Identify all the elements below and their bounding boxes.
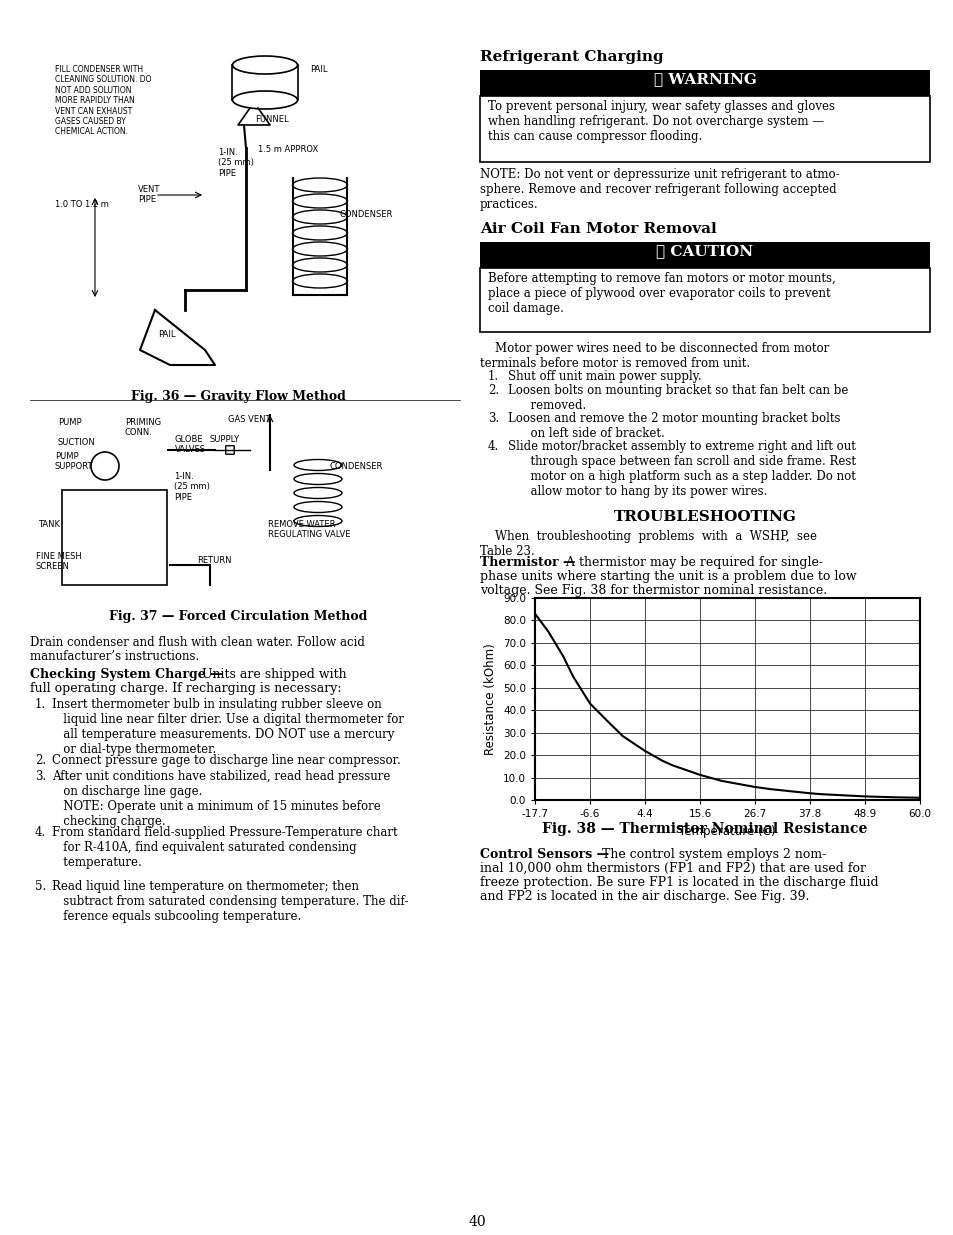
Text: freeze protection. Be sure FP1 is located in the discharge fluid: freeze protection. Be sure FP1 is locate… — [479, 876, 878, 889]
Text: and FP2 is located in the air discharge. See Fig. 39.: and FP2 is located in the air discharge.… — [479, 890, 808, 903]
Text: RETURN: RETURN — [196, 556, 232, 564]
Text: NOTE: Do not vent or depressurize unit refrigerant to atmo-
sphere. Remove and r: NOTE: Do not vent or depressurize unit r… — [479, 168, 839, 211]
Text: SUPPLY: SUPPLY — [210, 435, 240, 445]
Text: Air Coil Fan Motor Removal: Air Coil Fan Motor Removal — [479, 222, 716, 236]
Text: CONDENSER: CONDENSER — [339, 210, 393, 219]
Text: ⚠ WARNING: ⚠ WARNING — [653, 72, 756, 86]
Text: manufacturer’s instructions.: manufacturer’s instructions. — [30, 650, 199, 663]
Y-axis label: Resistance (kOhm): Resistance (kOhm) — [484, 643, 497, 755]
Text: The control system employs 2 nom-: The control system employs 2 nom- — [598, 848, 825, 861]
Text: Fig. 37 — Forced Circulation Method: Fig. 37 — Forced Circulation Method — [109, 610, 367, 622]
X-axis label: Temperature (C): Temperature (C) — [679, 825, 775, 837]
Text: 1.: 1. — [488, 370, 498, 383]
Text: PAIL: PAIL — [158, 330, 175, 338]
Text: Slide motor/bracket assembly to extreme right and lift out
      through space b: Slide motor/bracket assembly to extreme … — [507, 440, 855, 498]
Text: Drain condenser and flush with clean water. Follow acid: Drain condenser and flush with clean wat… — [30, 636, 364, 650]
Text: 3.: 3. — [488, 412, 498, 425]
Text: GAS VENT: GAS VENT — [228, 415, 271, 424]
Bar — [479, 96, 929, 162]
Text: To prevent personal injury, wear safety glasses and gloves
when handling refrige: To prevent personal injury, wear safety … — [488, 100, 834, 143]
Text: PUMP
SUPPORT: PUMP SUPPORT — [55, 452, 93, 472]
Text: After unit conditions have stabilized, read head pressure
   on discharge line g: After unit conditions have stabilized, r… — [52, 769, 390, 827]
Text: Fig. 36 — Gravity Flow Method: Fig. 36 — Gravity Flow Method — [131, 390, 345, 403]
Text: Fig. 38 — Thermistor Nominal Resistance: Fig. 38 — Thermistor Nominal Resistance — [541, 823, 867, 836]
Text: FINE MESH
SCREEN: FINE MESH SCREEN — [36, 552, 82, 572]
Text: VENT
PIPE: VENT PIPE — [138, 185, 160, 205]
Text: GLOBE
VALVES: GLOBE VALVES — [174, 435, 206, 454]
Text: Control Sensors —: Control Sensors — — [479, 848, 608, 861]
Text: 1.0 TO 1.2 m: 1.0 TO 1.2 m — [55, 200, 109, 209]
Text: Before attempting to remove fan motors or motor mounts,
place a piece of plywood: Before attempting to remove fan motors o… — [488, 272, 835, 315]
Text: 5.: 5. — [35, 881, 46, 893]
Text: 2.: 2. — [488, 384, 498, 396]
Text: Read liquid line temperature on thermometer; then
   subtract from saturated con: Read liquid line temperature on thermome… — [52, 881, 408, 923]
Bar — [479, 268, 929, 332]
Text: CONDENSER: CONDENSER — [330, 462, 383, 471]
Text: phase units where starting the unit is a problem due to low: phase units where starting the unit is a… — [479, 571, 856, 583]
Text: FILL CONDENSER WITH
CLEANING SOLUTION. DO
NOT ADD SOLUTION
MORE RAPIDLY THAN
VEN: FILL CONDENSER WITH CLEANING SOLUTION. D… — [55, 65, 152, 136]
Text: REMOVE WATER
REGULATING VALVE: REMOVE WATER REGULATING VALVE — [268, 520, 350, 540]
Text: Loosen and remove the 2 motor mounting bracket bolts
      on left side of brack: Loosen and remove the 2 motor mounting b… — [507, 412, 840, 440]
Text: Shut off unit main power supply.: Shut off unit main power supply. — [507, 370, 700, 383]
Text: 1.5 m APPROX: 1.5 m APPROX — [257, 144, 318, 154]
Text: FUNNEL: FUNNEL — [254, 115, 289, 124]
Text: Refrigerant Charging: Refrigerant Charging — [479, 49, 663, 64]
Text: When  troubleshooting  problems  with  a  WSHP,  see
Table 23.: When troubleshooting problems with a WSH… — [479, 530, 816, 558]
Text: 40: 40 — [468, 1215, 485, 1229]
Text: SUCTION: SUCTION — [58, 438, 95, 447]
Text: 1-IN.
(25 mm)
PIPE: 1-IN. (25 mm) PIPE — [218, 148, 253, 178]
Bar — [479, 242, 929, 268]
Text: 4.: 4. — [35, 826, 46, 839]
Text: TROUBLESHOOTING: TROUBLESHOOTING — [613, 510, 796, 524]
Text: Checking System Charge —: Checking System Charge — — [30, 668, 222, 680]
Text: TANK: TANK — [38, 520, 60, 529]
Text: 3.: 3. — [35, 769, 46, 783]
Text: 4.: 4. — [488, 440, 498, 453]
Text: Connect pressure gage to discharge line near compressor.: Connect pressure gage to discharge line … — [52, 755, 400, 767]
Text: Insert thermometer bulb in insulating rubber sleeve on
   liquid line near filte: Insert thermometer bulb in insulating ru… — [52, 698, 403, 756]
Bar — [62, 490, 167, 585]
Text: ⚠ CAUTION: ⚠ CAUTION — [656, 245, 753, 258]
Text: 2.: 2. — [35, 755, 46, 767]
Text: full operating charge. If recharging is necessary:: full operating charge. If recharging is … — [30, 682, 341, 695]
Text: PAIL: PAIL — [310, 65, 327, 74]
Bar — [479, 70, 929, 96]
Text: Units are shipped with: Units are shipped with — [198, 668, 346, 680]
Text: PUMP: PUMP — [58, 417, 82, 427]
Text: A thermistor may be required for single-: A thermistor may be required for single- — [561, 556, 822, 569]
Text: Loosen bolts on mounting bracket so that fan belt can be
      removed.: Loosen bolts on mounting bracket so that… — [507, 384, 847, 412]
Text: PRIMING
CONN.: PRIMING CONN. — [125, 417, 161, 437]
Text: voltage. See Fig. 38 for thermistor nominal resistance.: voltage. See Fig. 38 for thermistor nomi… — [479, 584, 826, 597]
Text: inal 10,000 ohm thermistors (FP1 and FP2) that are used for: inal 10,000 ohm thermistors (FP1 and FP2… — [479, 862, 865, 876]
Text: 1-IN.
(25 mm)
PIPE: 1-IN. (25 mm) PIPE — [173, 472, 210, 501]
Text: Motor power wires need to be disconnected from motor
terminals before motor is r: Motor power wires need to be disconnecte… — [479, 342, 828, 370]
Text: Thermistor —: Thermistor — — [479, 556, 575, 569]
Text: 1.: 1. — [35, 698, 46, 711]
Text: From standard field-supplied Pressure-Temperature chart
   for R-410A, find equi: From standard field-supplied Pressure-Te… — [52, 826, 397, 869]
